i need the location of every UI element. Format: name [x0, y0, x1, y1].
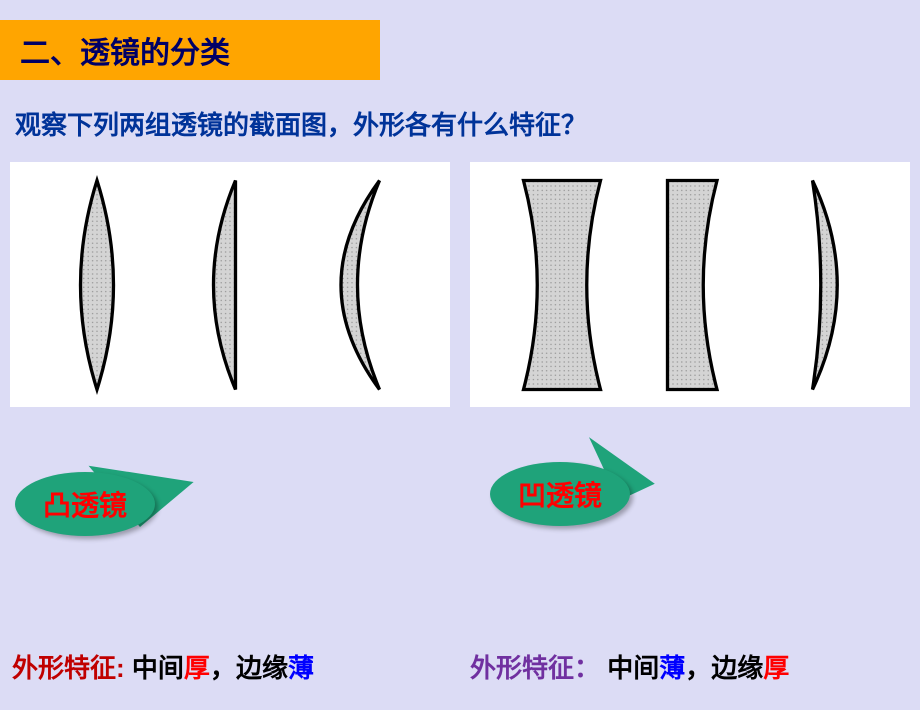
convex-callout-wrap: 凸透镜 [10, 407, 450, 557]
seg-emphasis: 薄 [659, 653, 685, 683]
seg-emphasis: 厚 [763, 653, 789, 683]
concave-callout-wrap: 凹透镜 [470, 407, 910, 557]
diagram-panels: 凸透镜 凹透镜 [0, 162, 920, 557]
plano-concave-lens-icon [662, 175, 728, 395]
feature-label: 外形特征： [470, 653, 600, 683]
seg: 中间 [132, 653, 184, 683]
seg-emphasis: 薄 [288, 653, 314, 683]
plano-convex-lens-icon [197, 175, 252, 395]
question-text: 观察下列两组透镜的截面图，外形各有什么特征？ [0, 80, 920, 162]
concave-callout: 凹透镜 [490, 462, 630, 526]
convex-callout: 凸透镜 [15, 472, 155, 536]
seg: ，边缘 [685, 653, 763, 683]
section-header: 二、透镜的分类 [0, 20, 380, 80]
convex-feature-text: 外形特征: 中间厚，边缘薄 [12, 648, 314, 685]
feature-label: 外形特征: [12, 653, 125, 683]
seg-emphasis: 厚 [184, 653, 210, 683]
concave-diagram [470, 162, 910, 407]
convex-diagram [10, 162, 450, 407]
seg: ，边缘 [210, 653, 288, 683]
seg: 中间 [607, 653, 659, 683]
section-title: 二、透镜的分类 [20, 28, 360, 72]
convex-panel: 凸透镜 [10, 162, 450, 557]
concave-panel: 凹透镜 [470, 162, 910, 557]
concave-feature-text: 外形特征： 中间薄，边缘厚 [470, 648, 789, 685]
meniscus-concave-lens-icon [785, 175, 862, 395]
biconcave-lens-icon [518, 175, 606, 395]
biconvex-lens-icon [64, 175, 130, 395]
meniscus-convex-lens-icon [319, 175, 396, 395]
